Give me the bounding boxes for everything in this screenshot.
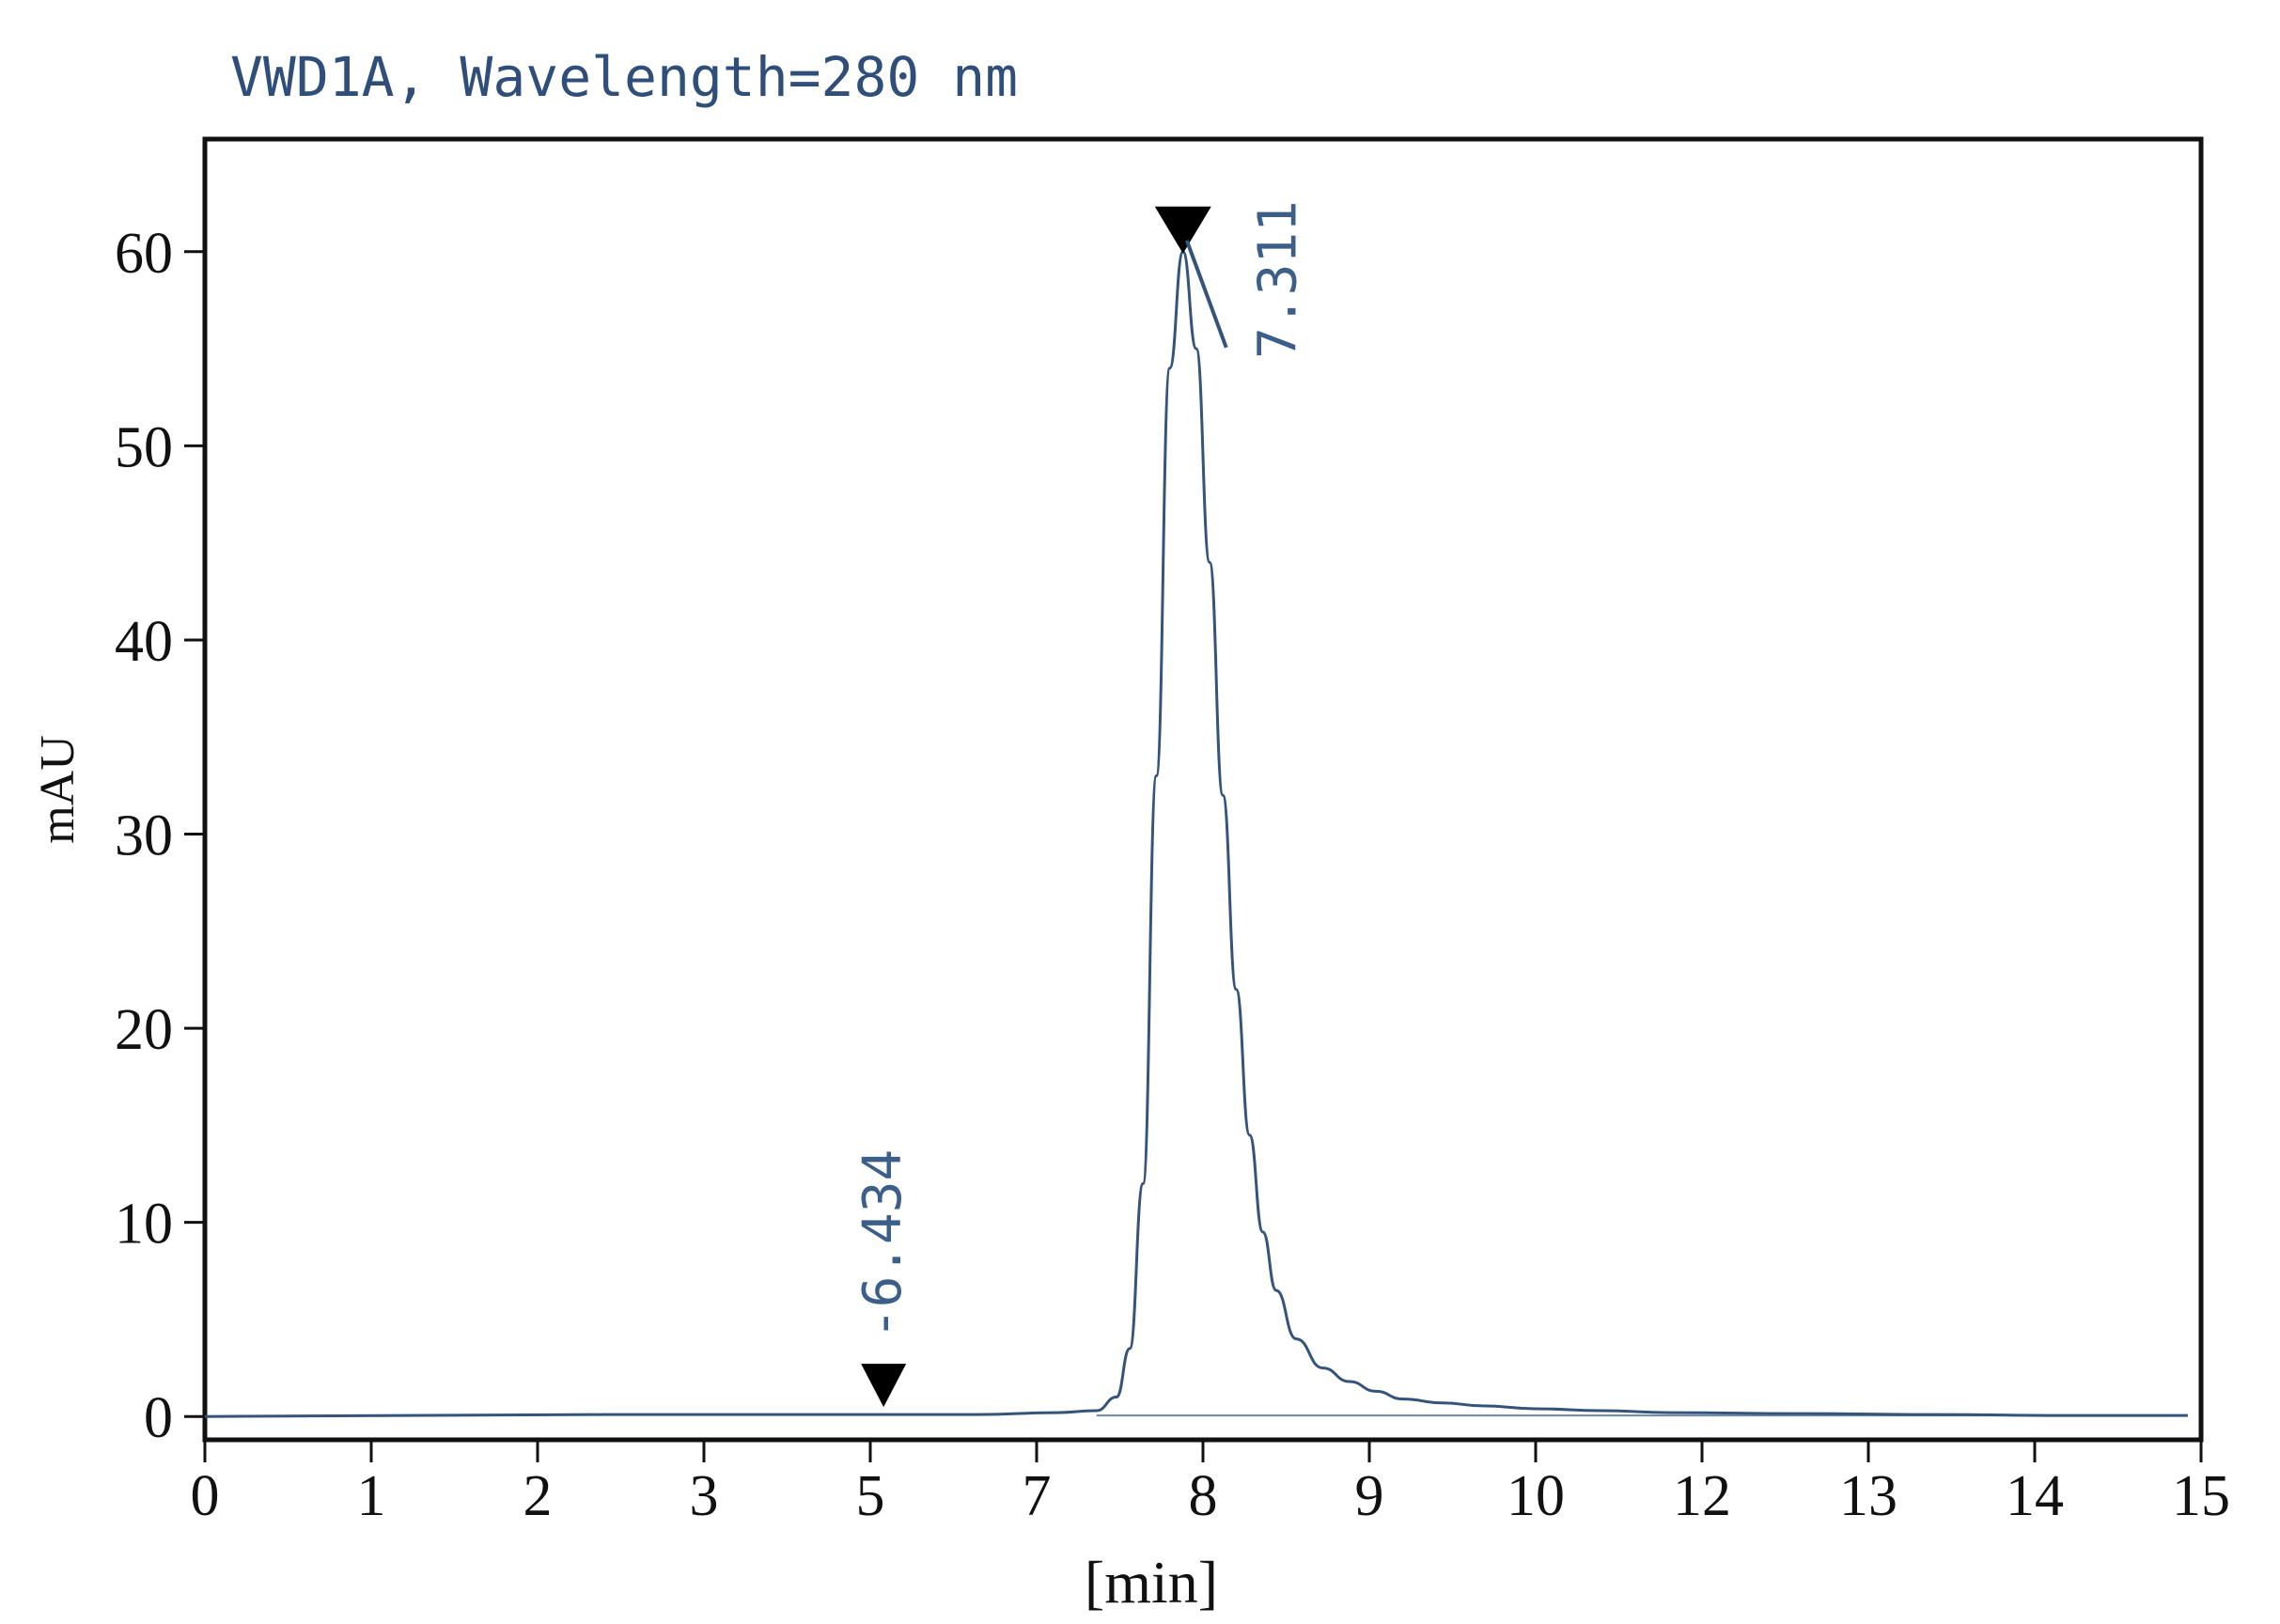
peak-marker-6-434	[861, 1364, 907, 1408]
x-tick-label: 15	[2172, 1464, 2230, 1528]
x-tick-label: 10	[1507, 1464, 1565, 1528]
peak-marker-7-311	[1154, 206, 1211, 254]
plot-frame	[202, 136, 2204, 1443]
y-axis-label: mAU	[31, 735, 85, 844]
y-tick-label: 40	[115, 610, 173, 674]
y-tick-label: 50	[115, 415, 173, 479]
x-tick-label: 8	[1189, 1464, 1218, 1528]
signal-line	[204, 250, 2188, 1418]
y-tick-label: 30	[115, 804, 173, 868]
peak-label-7-311: 7.311	[1248, 200, 1309, 359]
x-tick-label: 1	[357, 1464, 386, 1528]
x-tick-label: 7	[1023, 1464, 1052, 1528]
x-tick-label: 0	[191, 1464, 220, 1528]
y-tick-label: 20	[115, 998, 173, 1062]
x-tick-label: 12	[1673, 1464, 1731, 1528]
y-tick-label: 0	[144, 1386, 173, 1450]
x-axis-ticks: 0 1 2 3 5 7 8 9 10 12 13 14 15	[191, 1440, 2230, 1528]
peak-leader-7-311	[1184, 240, 1228, 349]
y-tick-label: 10	[115, 1193, 173, 1257]
x-tick-label: 13	[1839, 1464, 1897, 1528]
y-axis-ticks: 0 10 20 30 40 50 60	[115, 222, 205, 1450]
x-tick-label: 9	[1355, 1464, 1384, 1528]
x-tick-label: 3	[690, 1464, 719, 1528]
x-tick-label: 2	[523, 1464, 553, 1528]
x-axis-label: [min]	[1085, 1549, 1218, 1616]
x-tick-label: 5	[856, 1464, 885, 1528]
x-tick-label: 14	[2006, 1464, 2064, 1528]
peak-annotations: -6.434 7.311	[852, 200, 1309, 1408]
peak-label-6-434: -6.434	[852, 1149, 914, 1339]
y-tick-label: 60	[115, 222, 173, 286]
chart-title: VWD1A, Wavelength=280 nm	[230, 45, 1018, 109]
